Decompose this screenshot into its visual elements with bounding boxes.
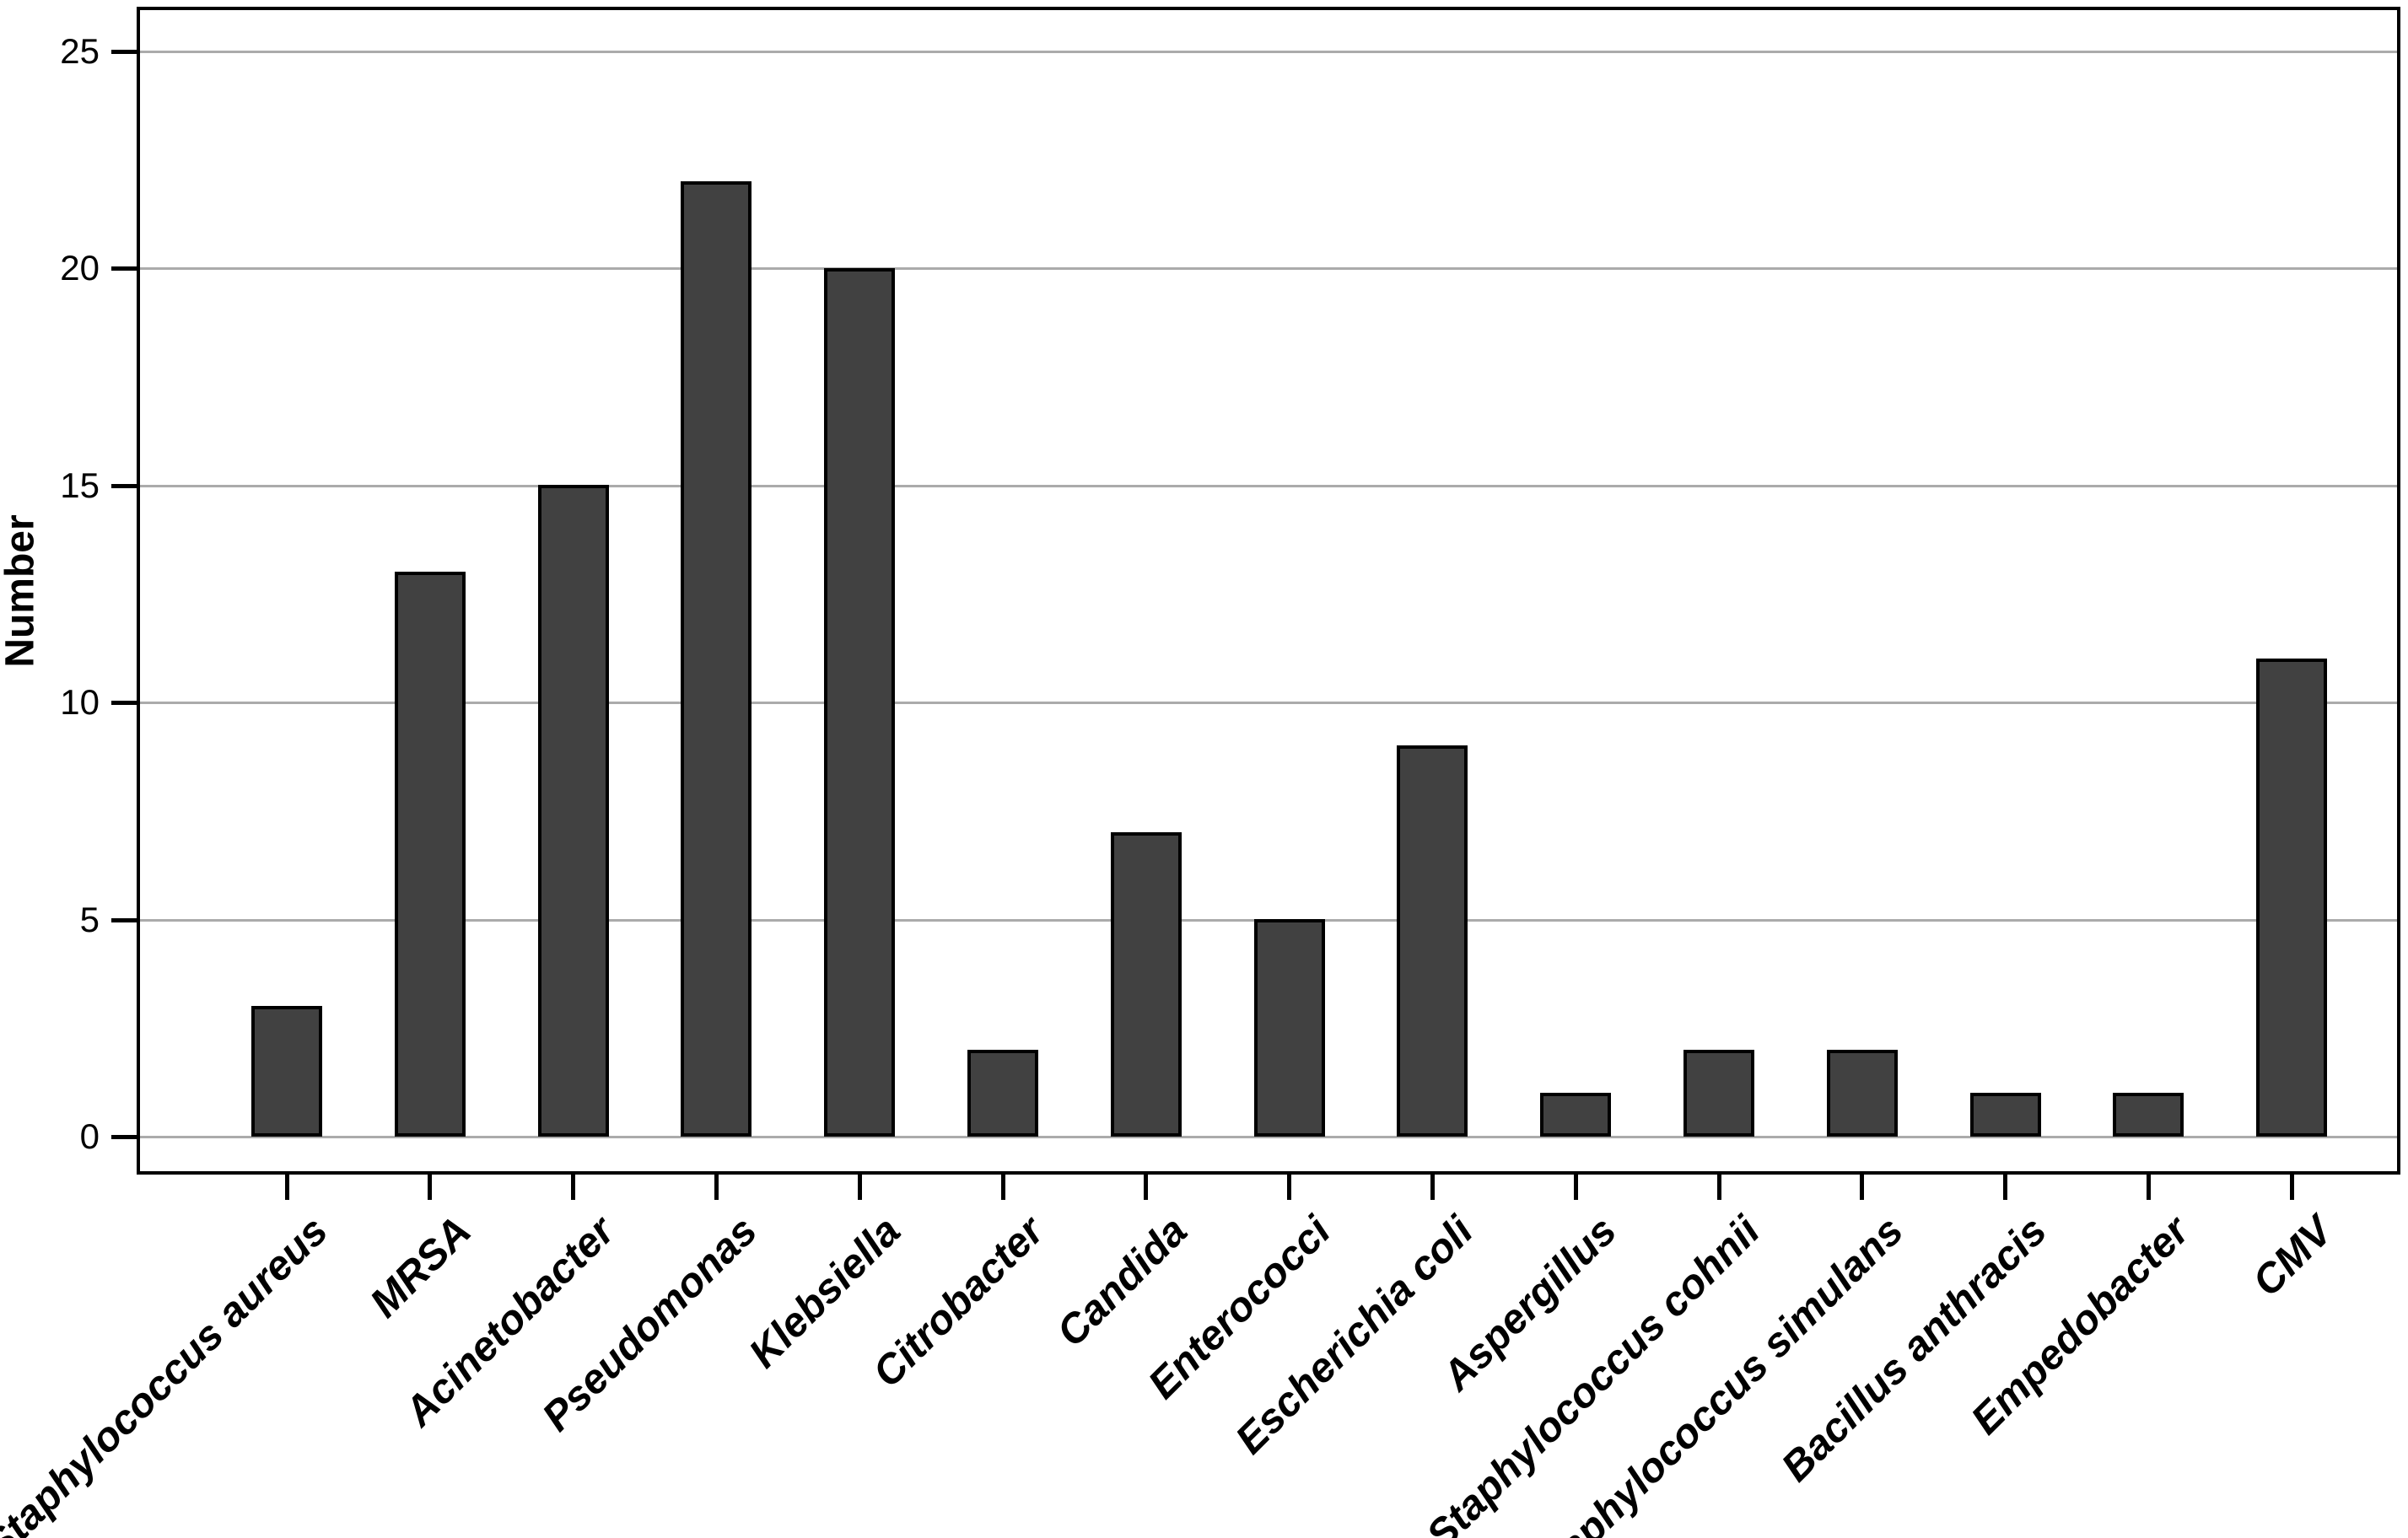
y-tick-mark (111, 49, 137, 54)
x-tick-mark (2147, 1175, 2151, 1200)
x-tick-mark (1144, 1175, 1148, 1200)
bar (1111, 832, 1182, 1137)
y-axis-title: Number (0, 514, 43, 668)
x-tick-mark (1287, 1175, 1291, 1200)
gridline (137, 50, 2400, 53)
gridline (137, 1136, 2400, 1138)
x-tick-mark (1001, 1175, 1005, 1200)
x-tick-mark (1574, 1175, 1578, 1200)
bar (1397, 745, 1468, 1137)
x-tick-mark (428, 1175, 432, 1200)
gridline (137, 702, 2400, 704)
bar (1827, 1050, 1898, 1137)
bar (1683, 1050, 1754, 1137)
y-tick-label: 20 (60, 248, 100, 288)
bar (251, 1006, 322, 1137)
bar (824, 268, 895, 1137)
y-tick-mark (111, 701, 137, 705)
y-tick-label: 15 (60, 465, 100, 505)
x-tick-mark (1717, 1175, 1721, 1200)
bar (1254, 919, 1325, 1137)
bar (2113, 1093, 2184, 1137)
y-tick-mark (111, 483, 137, 488)
y-tick-label: 5 (79, 899, 100, 939)
bar (967, 1050, 1038, 1137)
y-tick-label: 25 (60, 30, 100, 71)
bar (2256, 659, 2327, 1137)
bar (1540, 1093, 1611, 1137)
x-tick-mark (714, 1175, 719, 1200)
bar (538, 485, 609, 1137)
x-tick-mark (2003, 1175, 2007, 1200)
y-tick-label: 0 (79, 1116, 100, 1156)
gridline (137, 267, 2400, 270)
bar (395, 572, 466, 1137)
x-tick-mark (2290, 1175, 2294, 1200)
x-tick-mark (285, 1175, 289, 1200)
x-tick-mark (1860, 1175, 1864, 1200)
bar (681, 181, 751, 1137)
x-tick-mark (571, 1175, 575, 1200)
x-tick-mark (858, 1175, 862, 1200)
y-tick-label: 10 (60, 682, 100, 722)
bar (1970, 1093, 2041, 1137)
y-tick-mark (111, 266, 137, 271)
x-tick-mark (1430, 1175, 1435, 1200)
plot-area (137, 7, 2400, 1175)
gridline (137, 484, 2400, 487)
y-tick-mark (111, 1135, 137, 1139)
y-tick-mark (111, 917, 137, 922)
